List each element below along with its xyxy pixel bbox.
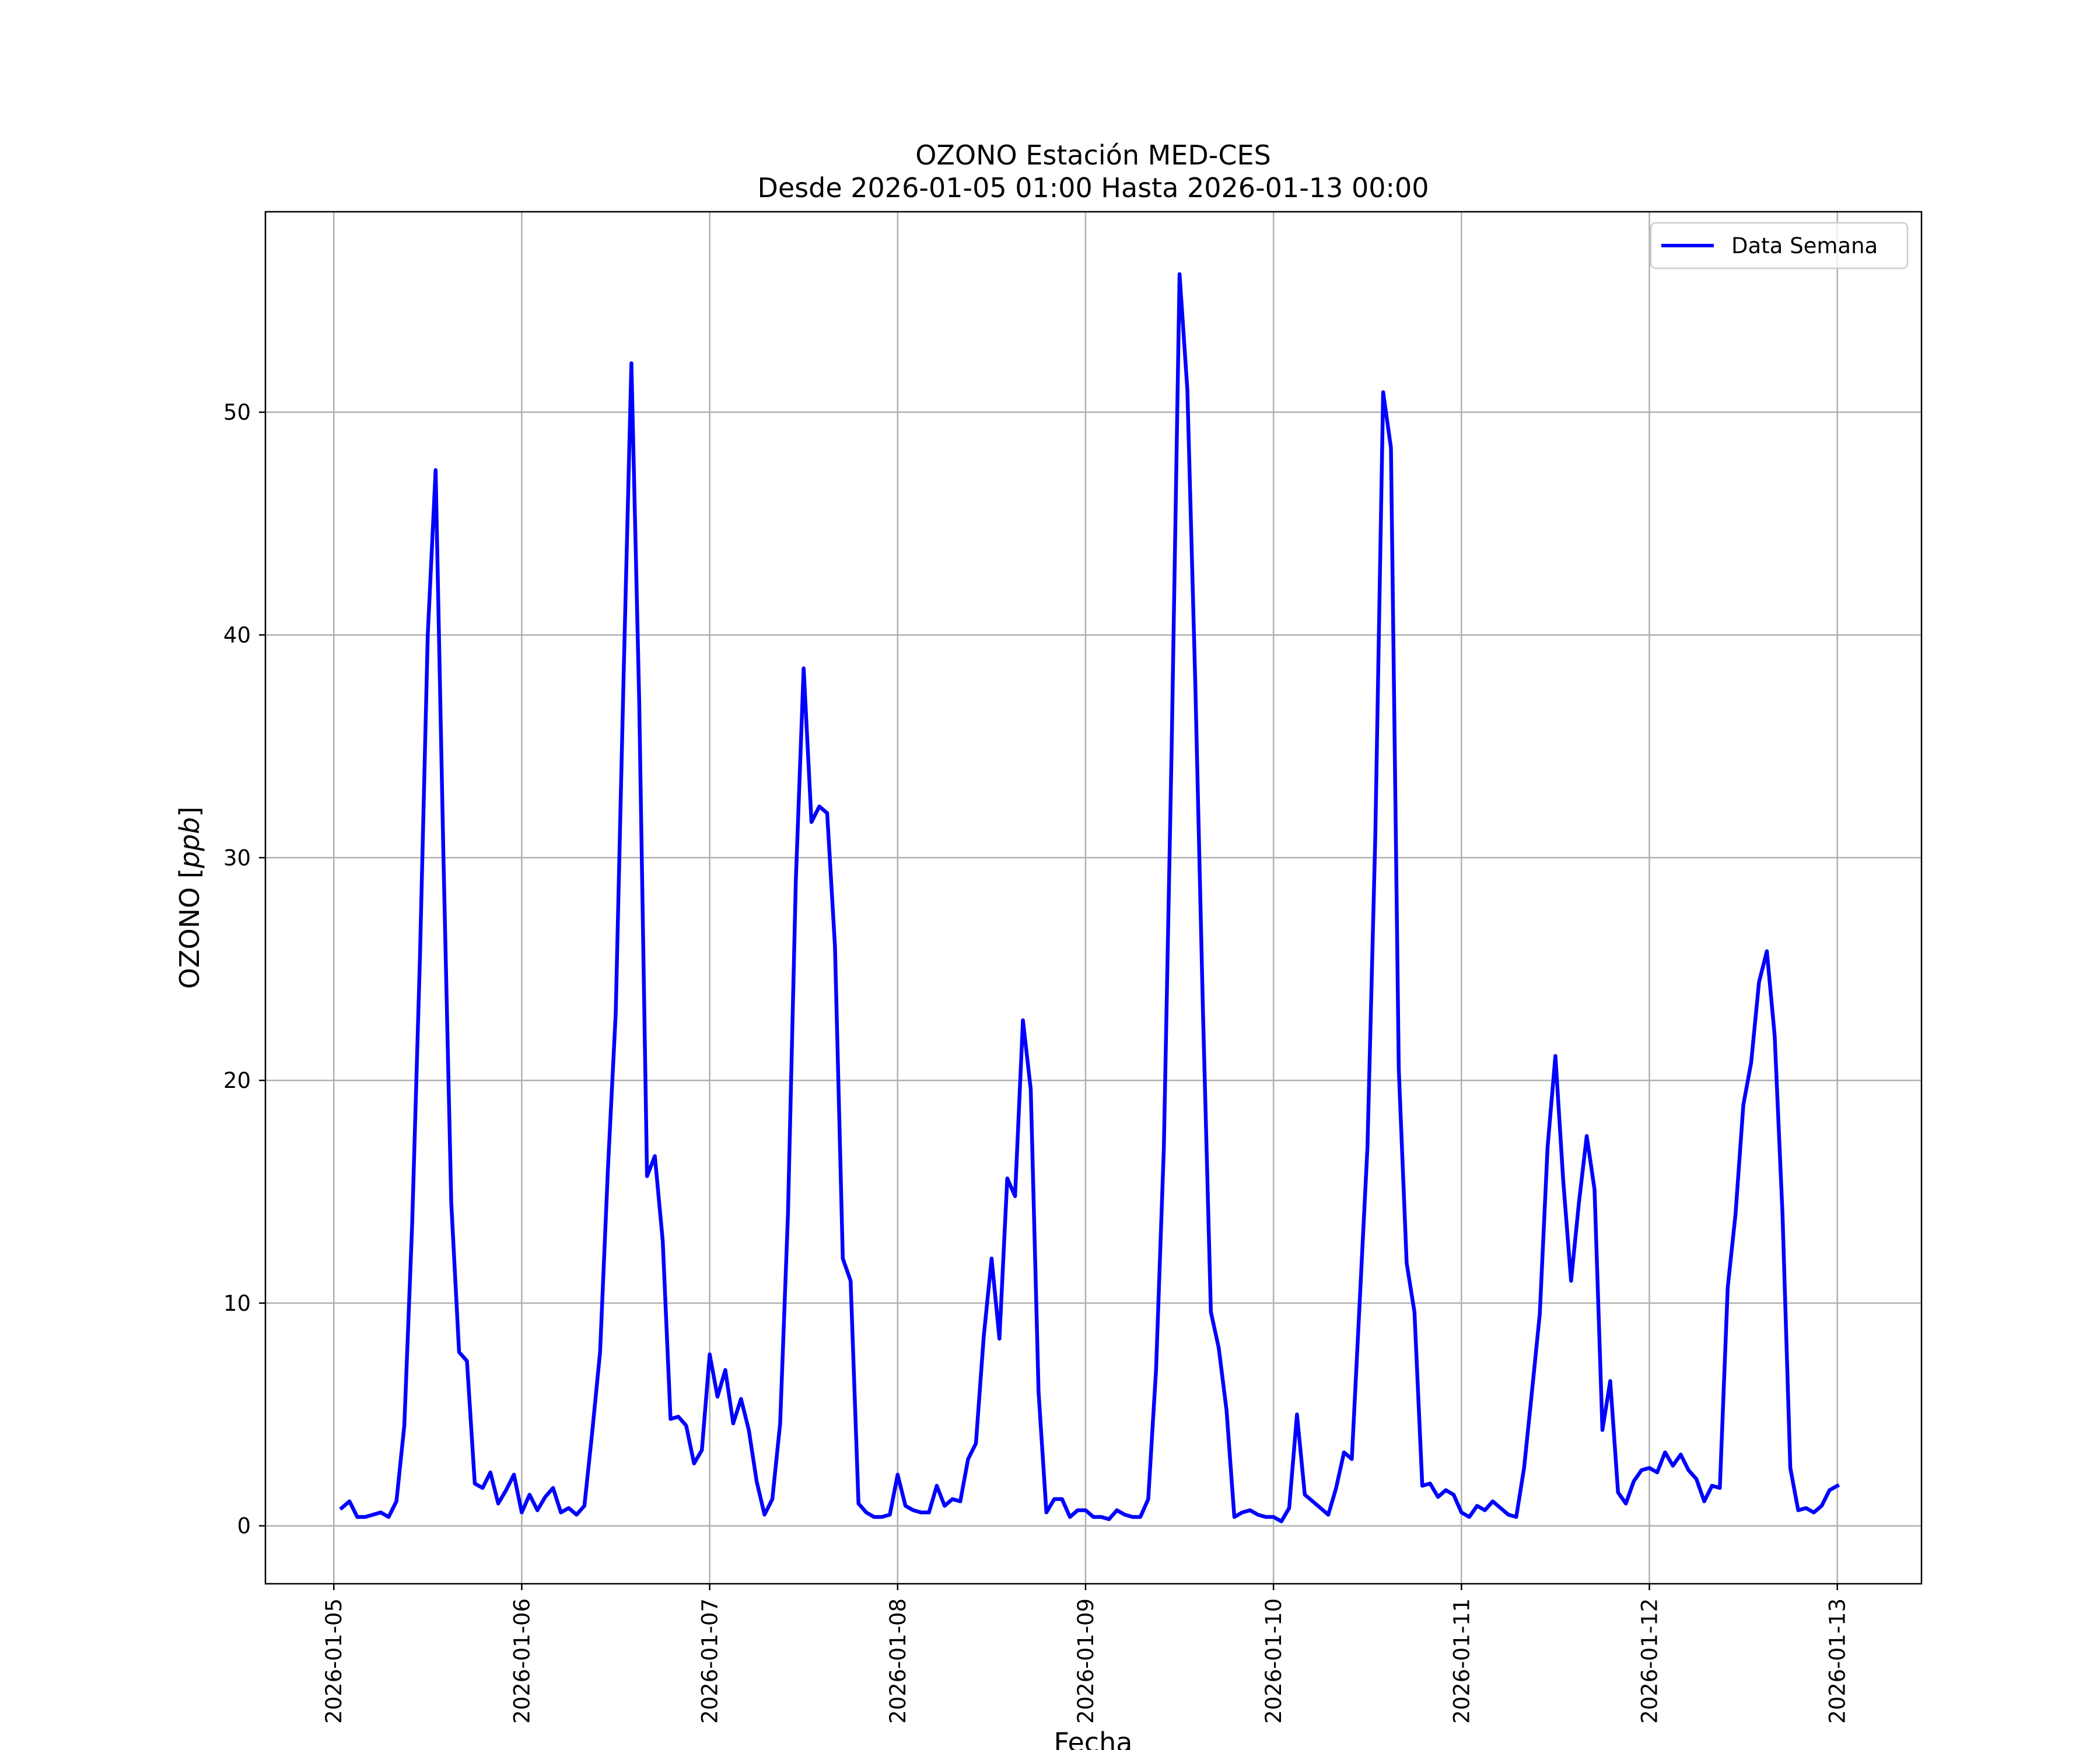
y-tick-label: 40 [223,622,251,648]
x-tick-label: 2026-01-09 [1073,1598,1098,1724]
x-tick-label: 2026-01-07 [698,1598,723,1724]
x-tick-label: 2026-01-13 [1825,1598,1850,1724]
chart-subtitle: Desde 2026-01-05 01:00 Hasta 2026-01-13 … [757,172,1429,204]
grid-lines [265,212,1922,1584]
y-tick-label: 0 [237,1514,251,1539]
y-tick-label: 30 [223,845,251,870]
x-tick-label: 2026-01-12 [1637,1598,1662,1724]
series-layer [339,272,1840,1524]
x-tick-label: 2026-01-10 [1261,1598,1286,1724]
y-axis-label: OZONO [ppb] [174,807,205,989]
x-tick-label: 2026-01-11 [1449,1598,1474,1724]
y-tick-label: 10 [223,1291,251,1316]
legend-box [1650,222,1909,270]
x-tick-label: 2026-01-08 [886,1598,911,1724]
y-tick-label: 20 [223,1068,251,1093]
x-axis-label: Fecha [1054,1727,1133,1750]
x-tick-label: 2026-01-06 [509,1598,534,1724]
series-line [339,272,1840,1524]
x-axis: 2026-01-05 2026-01-06 2026-01-07 2026-01-08… [321,1584,1850,1724]
chart-title: OZONO Estación MED-CES [915,139,1271,171]
legend-label: Data Semana [1731,233,1878,258]
plot-area-frame [264,211,1923,1585]
y-tick-label: 50 [223,400,251,425]
y-axis: 0 10 20 30 40 50 [223,400,265,1539]
x-tick-label: 2026-01-05 [321,1598,346,1724]
legend: Data Semana [1650,222,1909,270]
